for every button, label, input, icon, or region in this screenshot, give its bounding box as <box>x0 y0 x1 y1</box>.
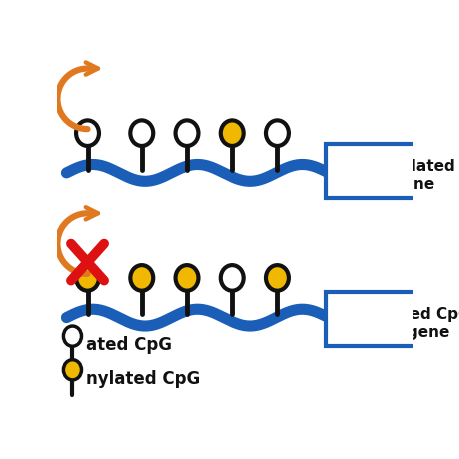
Circle shape <box>76 265 99 291</box>
Circle shape <box>221 265 244 291</box>
Circle shape <box>175 120 198 146</box>
Circle shape <box>130 120 153 146</box>
Text: Active gene: Active gene <box>333 177 435 192</box>
Circle shape <box>266 265 289 291</box>
Text: Methylated CpG: Methylated CpG <box>333 307 459 322</box>
Circle shape <box>130 265 153 291</box>
Circle shape <box>221 120 244 146</box>
Circle shape <box>63 326 82 346</box>
Text: nylated CpG: nylated CpG <box>86 370 200 388</box>
FancyBboxPatch shape <box>326 144 422 198</box>
Text: ated CpG: ated CpG <box>86 336 172 354</box>
Circle shape <box>63 360 82 380</box>
Circle shape <box>76 120 99 146</box>
Text: Unmethylated CpG: Unmethylated CpG <box>333 159 459 174</box>
FancyBboxPatch shape <box>326 292 422 346</box>
Circle shape <box>175 265 198 291</box>
Text: Inactive gene: Inactive gene <box>333 325 449 340</box>
Circle shape <box>266 120 289 146</box>
